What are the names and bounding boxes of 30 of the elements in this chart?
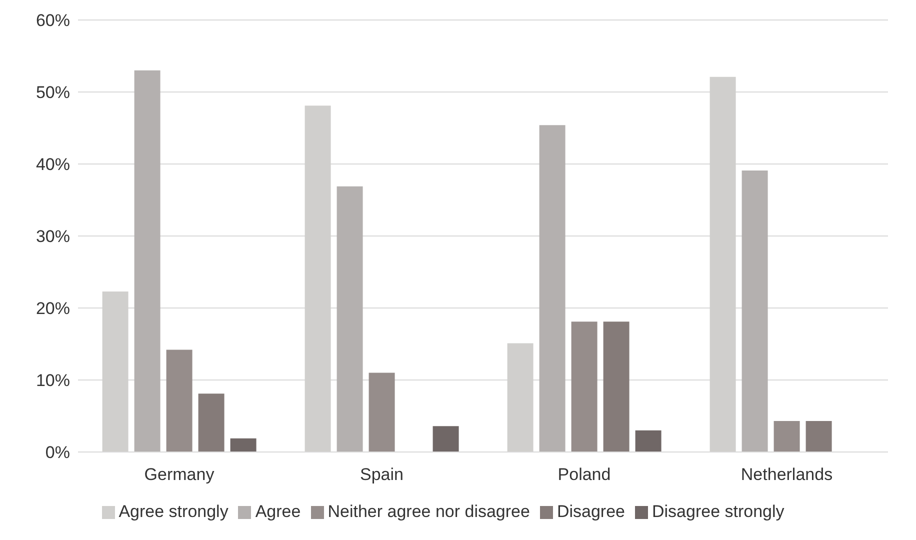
- legend-label: Neither agree nor disagree: [328, 502, 530, 521]
- legend-label: Disagree: [556, 502, 625, 521]
- bar: [166, 350, 192, 452]
- bar: [742, 170, 768, 452]
- bar: [806, 421, 832, 452]
- bar: [603, 322, 630, 452]
- x-tick-label: Netherlands: [740, 465, 833, 484]
- bar: [368, 372, 395, 452]
- y-tick-label: 10%: [36, 371, 70, 390]
- legend-label: Agree: [255, 502, 301, 521]
- legend-label: Disagree strongly: [652, 502, 784, 521]
- bar: [774, 421, 800, 452]
- bar: [571, 322, 598, 452]
- x-tick-label: Spain: [360, 465, 404, 484]
- bar: [635, 430, 662, 452]
- bar: [198, 394, 224, 452]
- bar: [134, 70, 160, 452]
- y-tick-label: 20%: [36, 299, 70, 318]
- y-tick-label: 40%: [36, 155, 70, 174]
- y-tick-label: 0%: [45, 443, 70, 462]
- bar: [230, 438, 256, 452]
- y-tick-label: 50%: [36, 83, 70, 102]
- y-tick-label: 60%: [36, 11, 70, 30]
- x-tick-label: Germany: [144, 465, 215, 484]
- bar: [336, 186, 363, 452]
- legend-label: Agree strongly: [118, 502, 228, 521]
- bar: [432, 426, 459, 452]
- bar: [539, 125, 566, 452]
- y-tick-label: 30%: [36, 227, 70, 246]
- x-tick-label: Poland: [558, 465, 611, 484]
